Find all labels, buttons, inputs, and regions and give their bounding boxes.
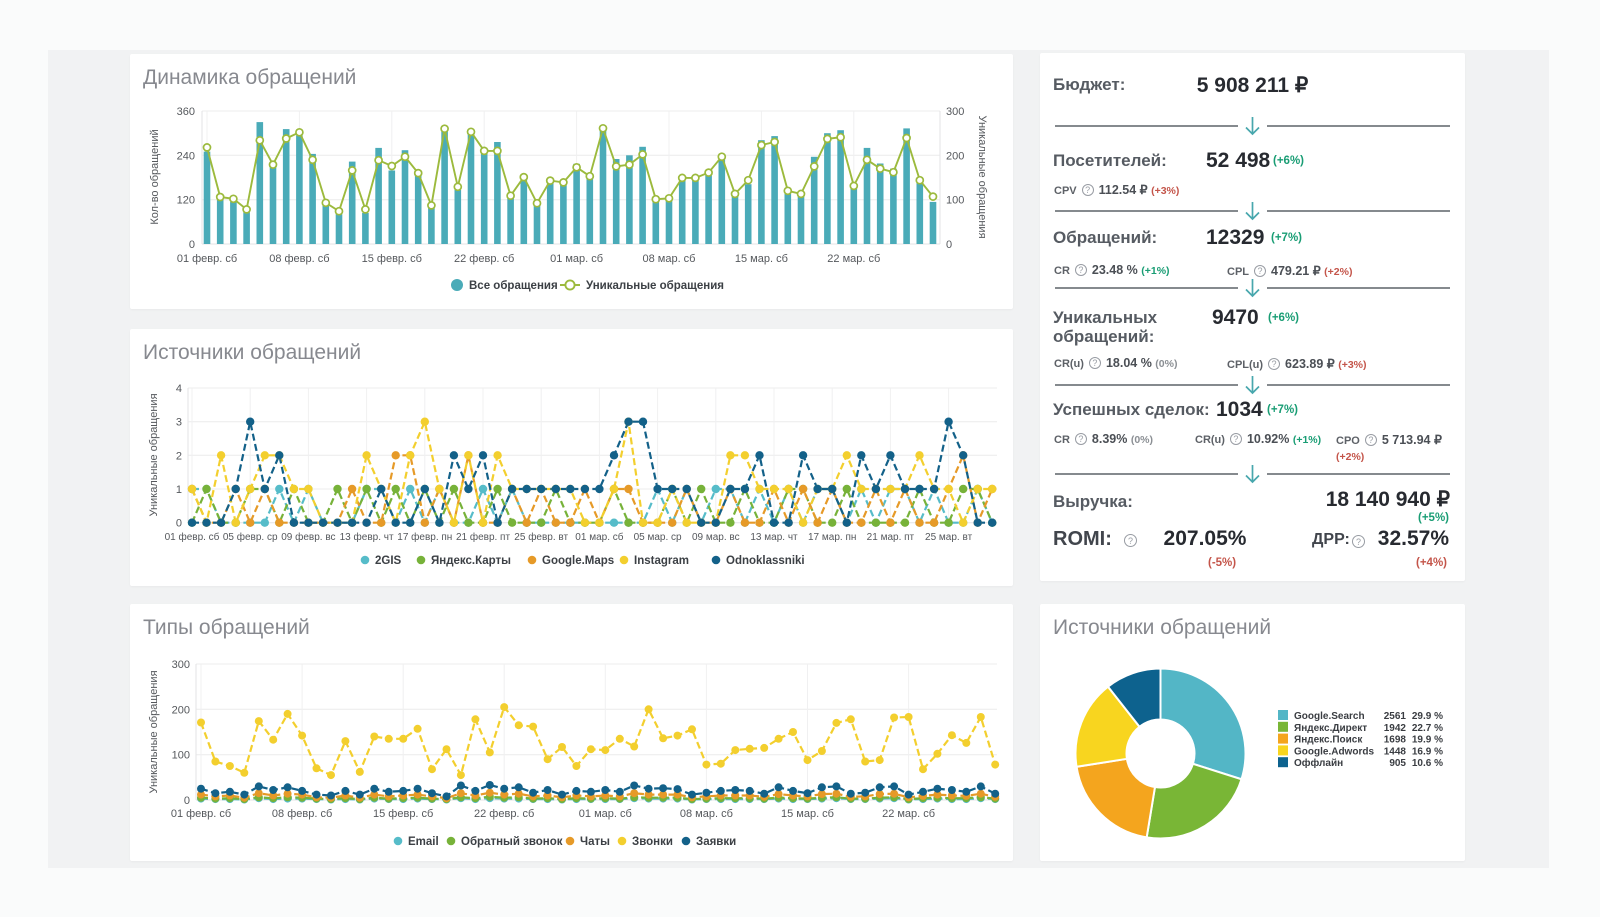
svg-text:Заявки: Заявки [696,836,736,848]
svg-text:Чаты: Чаты [580,836,610,848]
svg-text:01 февр. сб: 01 февр. сб [165,531,220,543]
svg-text:21 мар. пт: 21 мар. пт [867,532,915,543]
svg-text:17 мар. пн: 17 мар. пн [808,532,856,543]
svg-text:Оффлайн: Оффлайн [1294,757,1343,769]
svg-text:Яндекс.Поиск: Яндекс.Поиск [1294,735,1363,746]
svg-text:Уникальные обращения: Уникальные обращения [976,115,988,238]
svg-text:09 мар. вс: 09 мар. вс [692,532,740,543]
svg-text:21 февр. пт: 21 февр. пт [456,531,511,543]
svg-text:Google.Search: Google.Search [1294,711,1365,722]
svg-text:09 февр. вс: 09 февр. вс [281,531,335,543]
svg-text:240: 240 [177,150,195,162]
svg-text:22 мар. сб: 22 мар. сб [882,808,935,820]
svg-text:0: 0 [946,239,952,251]
svg-text:905: 905 [1389,758,1406,769]
svg-text:08 мар. сб: 08 мар. сб [642,253,695,265]
svg-text:01 мар. сб: 01 мар. сб [575,531,623,543]
svg-text:22.7 %: 22.7 % [1412,723,1443,734]
svg-text:13 мар. чт: 13 мар. чт [750,532,798,543]
svg-text:17 февр. пн: 17 февр. пн [397,531,452,543]
svg-text:360: 360 [177,106,195,118]
svg-text:15 февр. сб: 15 февр. сб [373,808,433,820]
svg-text:Обратный звонок: Обратный звонок [461,836,563,848]
svg-text:08 февр. сб: 08 февр. сб [272,808,332,820]
svg-text:Звонки: Звонки [632,836,673,848]
svg-text:15 февр. сб: 15 февр. сб [362,253,422,265]
svg-text:01 мар. сб: 01 мар. сб [579,808,632,820]
svg-text:Все обращения: Все обращения [469,280,558,292]
svg-text:15 мар. сб: 15 мар. сб [735,253,788,265]
svg-text:25 мар. вт: 25 мар. вт [925,532,973,543]
svg-text:1: 1 [176,484,182,496]
svg-text:25 февр. вт: 25 февр. вт [514,531,568,543]
svg-text:Google.Adwords: Google.Adwords [1294,746,1374,757]
svg-text:2: 2 [176,450,182,462]
svg-text:15 мар. сб: 15 мар. сб [781,808,834,820]
svg-text:16.9 %: 16.9 % [1412,746,1443,757]
svg-text:05 февр. ср: 05 февр. ср [223,531,278,543]
svg-text:200: 200 [172,704,190,716]
svg-text:01 февр. сб: 01 февр. сб [171,808,231,820]
svg-text:Уникальные обращения: Уникальные обращения [148,393,160,516]
svg-text:0: 0 [189,239,195,251]
svg-text:1942: 1942 [1384,723,1407,734]
svg-text:13 февр. чт: 13 февр. чт [340,531,394,543]
svg-text:2561: 2561 [1384,711,1407,722]
svg-text:08 мар. сб: 08 мар. сб [680,808,733,820]
svg-text:Instagram: Instagram [634,555,689,567]
svg-text:08 февр. сб: 08 февр. сб [269,253,329,265]
svg-text:100: 100 [172,750,190,762]
svg-text:3: 3 [176,417,182,429]
svg-text:10.6 %: 10.6 % [1412,758,1443,769]
svg-text:Odnoklassniki: Odnoklassniki [726,555,805,567]
svg-text:01 февр. сб: 01 февр. сб [177,253,237,265]
svg-text:300: 300 [172,659,190,671]
svg-text:29.9 %: 29.9 % [1412,711,1443,722]
svg-text:120: 120 [177,195,195,207]
svg-text:Яндекс.Директ: Яндекс.Директ [1294,723,1367,734]
svg-text:Уникальные обращения: Уникальные обращения [586,280,724,292]
svg-text:300: 300 [946,106,964,118]
svg-text:0: 0 [184,795,190,807]
svg-text:100: 100 [946,195,964,207]
svg-text:200: 200 [946,150,964,162]
svg-text:2GIS: 2GIS [375,555,402,567]
svg-text:22 февр. сб: 22 февр. сб [454,253,514,265]
svg-text:Уникальные обращения: Уникальные обращения [148,670,160,793]
svg-text:22 мар. сб: 22 мар. сб [827,253,880,265]
svg-text:Google.Maps: Google.Maps [542,555,614,567]
svg-text:1448: 1448 [1384,746,1407,757]
svg-text:0: 0 [176,518,182,530]
svg-text:Яндекс.Карты: Яндекс.Карты [431,555,511,567]
svg-text:01 мар. сб: 01 мар. сб [550,253,603,265]
svg-text:05 мар. ср: 05 мар. ср [634,532,682,543]
svg-text:1698: 1698 [1384,735,1407,746]
svg-text:19.9 %: 19.9 % [1412,735,1443,746]
svg-text:Email: Email [408,836,439,848]
svg-text:22 февр. сб: 22 февр. сб [474,808,534,820]
svg-text:4: 4 [176,383,182,395]
svg-text:Кол-во обращений: Кол-во обращений [149,129,161,224]
